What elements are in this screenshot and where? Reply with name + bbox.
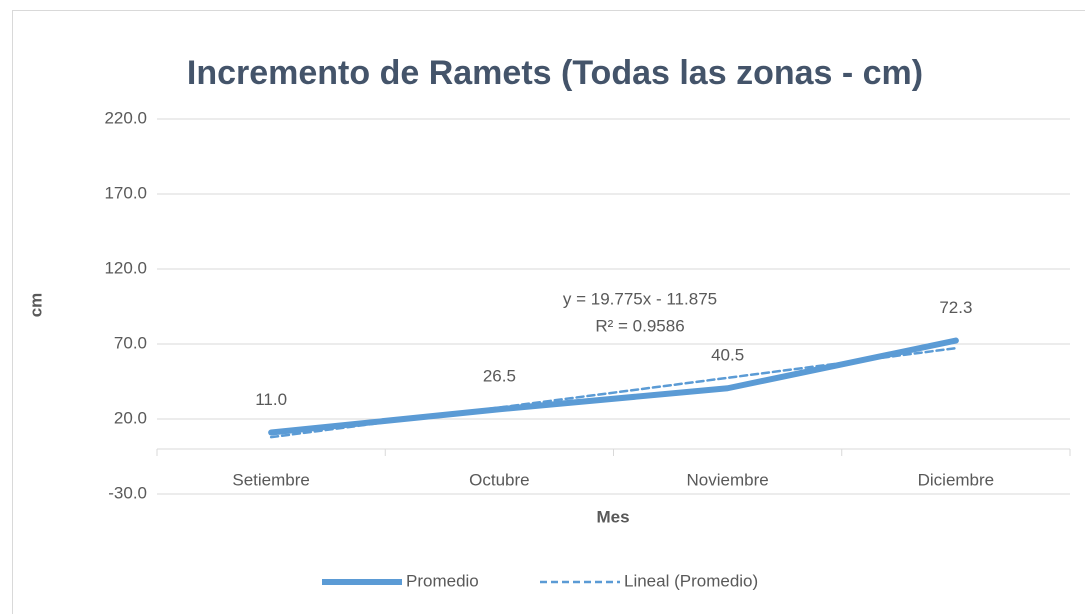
x-tick-label: Setiembre [232,470,309,489]
x-tick-label: Noviembre [687,470,769,489]
data-label: 26.5 [483,367,516,386]
y-tick-label: 120.0 [104,258,147,277]
data-label: 72.3 [939,298,972,317]
y-tick-label: 170.0 [104,183,147,202]
y-tick-label: -30.0 [108,483,147,502]
series-line [268,337,959,436]
x-axis-title: Mes [596,507,629,526]
data-label: 11.0 [255,390,287,409]
trendline-r2: R² = 0.9586 [595,316,684,335]
y-tick-label: 220.0 [104,108,147,127]
chart-title: Incremento de Ramets (Todas las zonas - … [187,54,923,92]
data-label: 40.5 [711,346,744,365]
y-axis-title: cm [26,293,45,318]
x-tick-label: Diciembre [918,470,995,489]
chart-border [12,10,1085,614]
legend-label: Promedio [406,571,479,590]
y-tick-label: 20.0 [114,408,147,427]
y-tick-label: 70.0 [114,333,147,352]
trendline-equation: y = 19.775x - 11.875 [563,289,717,308]
x-tick-label: Octubre [469,470,529,489]
legend-label: Lineal (Promedio) [624,571,758,590]
